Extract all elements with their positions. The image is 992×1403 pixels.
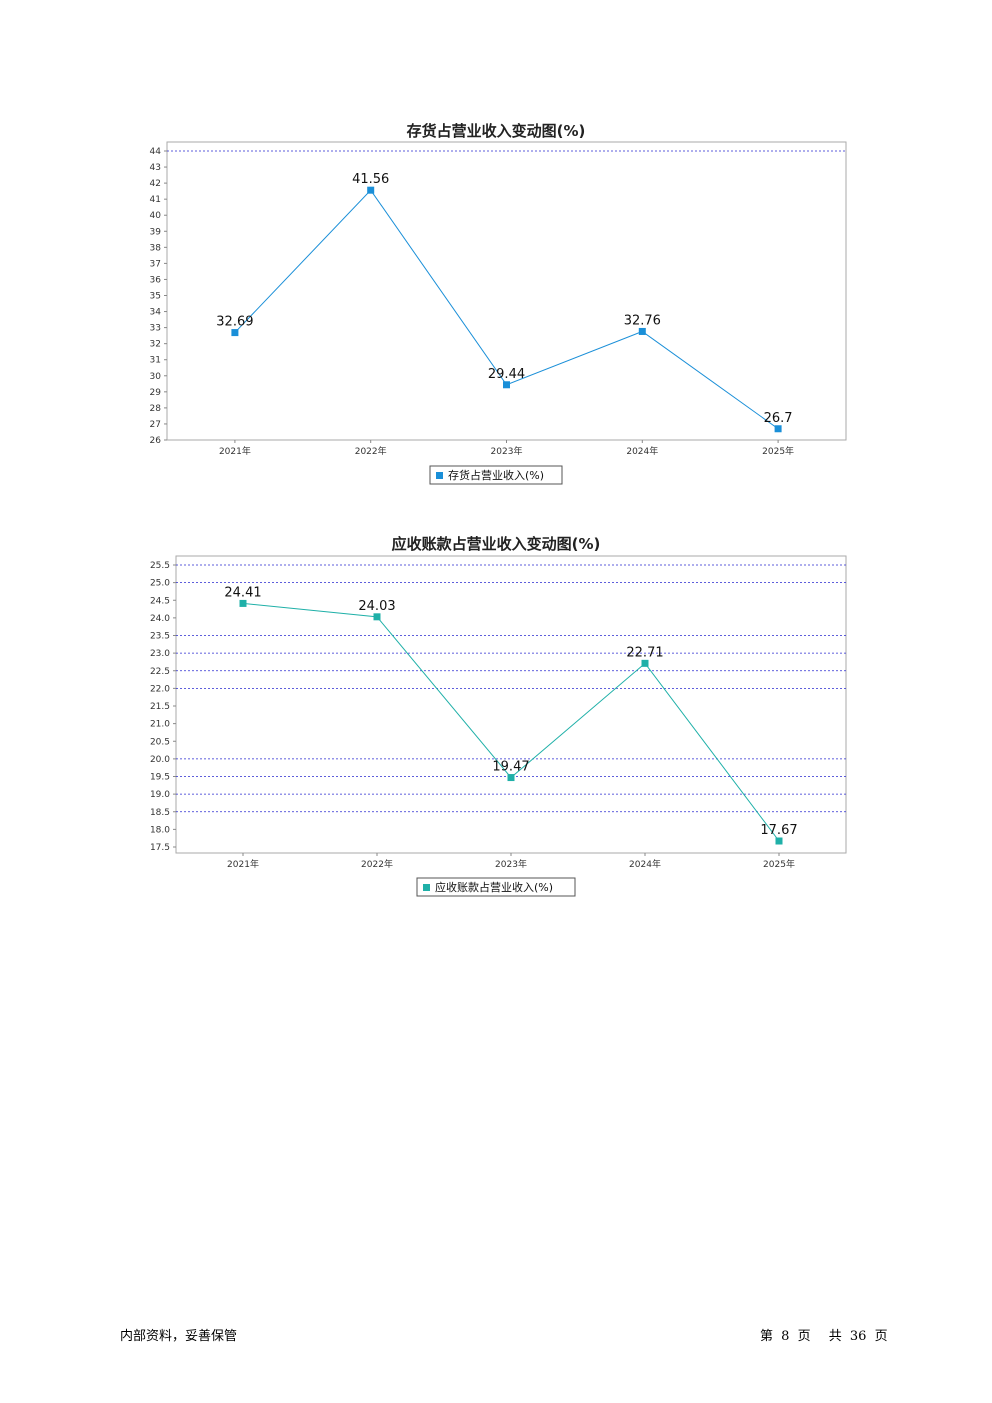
data-label: 32.76 — [624, 313, 661, 328]
x-tick-label: 2022年 — [355, 445, 387, 457]
total-label-prefix: 共 — [828, 1329, 842, 1344]
data-point — [367, 186, 375, 194]
x-tick-label: 2022年 — [361, 858, 393, 870]
y-tick-label: 23.0 — [150, 649, 170, 659]
y-tick-label: 18.5 — [150, 808, 170, 818]
y-tick-label: 36 — [150, 275, 162, 285]
data-point — [231, 329, 239, 337]
data-point — [239, 599, 247, 607]
data-point — [774, 425, 782, 433]
legend-box — [429, 465, 563, 485]
chart-1: 26 27 28 29 30 31 32 33 34 35 36 37 38 39 40 41 42 43 44 20… — [150, 141, 847, 485]
y-tick-label: 25.0 — [150, 579, 170, 589]
data-point — [641, 659, 649, 667]
data-label: 41.56 — [352, 172, 389, 187]
x-tick-label: 2025年 — [762, 445, 794, 457]
y-tick-label: 32 — [150, 340, 161, 350]
y-tick-label: 25.5 — [150, 561, 170, 571]
y-tick-label: 38 — [150, 243, 162, 253]
plot-area — [166, 141, 847, 441]
data-label: 19.47 — [492, 760, 529, 775]
total-pages: 36 — [849, 1329, 867, 1344]
legend-label: 应收账款占营业收入(%) — [435, 880, 553, 894]
total-label-suffix: 页 — [874, 1329, 888, 1344]
y-tick-label: 42 — [150, 179, 161, 189]
y-tick-label: 31 — [150, 356, 161, 366]
data-label: 17.67 — [760, 823, 797, 838]
y-tick-label: 34 — [150, 308, 162, 318]
y-tick-label: 22.5 — [150, 667, 170, 677]
x-tick-label: 2023年 — [495, 858, 527, 870]
footer-page-info: 第 8 页 共 36 页 — [760, 1325, 892, 1344]
x-tick-label: 2025年 — [763, 858, 795, 870]
x-tick-label: 2024年 — [626, 445, 658, 457]
data-label: 24.41 — [224, 585, 261, 600]
y-tick-label: 21.0 — [150, 720, 170, 730]
legend-marker — [423, 884, 430, 891]
y-tick-label: 41 — [150, 195, 161, 205]
y-tick-label: 20.5 — [150, 737, 170, 747]
data-label: 29.44 — [488, 367, 525, 382]
y-tick-label: 28 — [150, 404, 162, 414]
legend-box — [416, 877, 576, 897]
data-point — [775, 837, 783, 845]
data-point — [503, 381, 510, 389]
y-tick-label: 44 — [150, 147, 162, 157]
chart-title: 存货占营业收入变动图(%) — [406, 122, 586, 140]
page-label-prefix: 第 — [760, 1329, 774, 1344]
legend-label: 存货占营业收入(%) — [448, 468, 544, 482]
x-tick-label: 2021年 — [219, 445, 251, 457]
y-tick-label: 35 — [150, 292, 161, 302]
x-tick-label: 2024年 — [629, 858, 661, 870]
y-tick-label: 23.5 — [150, 632, 170, 642]
page-number: 8 — [781, 1329, 790, 1344]
y-tick-label: 29 — [150, 388, 162, 398]
y-tick-label: 17.5 — [150, 843, 170, 853]
chart-title: 应收账款占营业收入变动图(%) — [391, 535, 601, 553]
y-tick-label: 21.5 — [150, 702, 170, 712]
y-tick-label: 24.5 — [150, 596, 170, 606]
data-point — [638, 327, 646, 335]
x-tick-label: 2023年 — [491, 445, 523, 457]
y-tick-label: 37 — [150, 259, 161, 269]
data-label: 24.03 — [358, 599, 395, 614]
y-tick-label: 19.5 — [150, 773, 170, 783]
x-tick-label: 2021年 — [227, 858, 259, 870]
y-tick-label: 40 — [150, 211, 162, 221]
footer-confidential-note: 内部资料，妥善保管 — [120, 1329, 238, 1344]
y-tick-label: 43 — [150, 163, 161, 173]
data-label: 22.71 — [626, 645, 663, 660]
y-tick-label: 30 — [150, 372, 162, 382]
y-tick-label: 26 — [150, 436, 162, 446]
y-tick-label: 19.0 — [150, 790, 170, 800]
page-label-mid: 页 — [797, 1329, 811, 1344]
y-tick-label: 20.0 — [150, 755, 170, 765]
y-tick-label: 24.0 — [150, 614, 170, 624]
y-tick-label: 33 — [150, 324, 161, 334]
y-tick-label: 39 — [150, 227, 162, 237]
chart-2: 17.5 18.0 18.5 19.0 19.5 20.0 20.5 21.0 21.5 22.0… — [150, 555, 847, 897]
legend-marker — [436, 472, 443, 479]
y-tick-label: 18.0 — [150, 825, 170, 835]
data-point — [507, 774, 515, 782]
data-label: 26.7 — [764, 411, 793, 426]
data-label: 32.69 — [216, 315, 253, 330]
y-tick-label: 22.0 — [150, 684, 170, 694]
data-point — [373, 613, 381, 621]
plot-area — [175, 555, 847, 854]
y-tick-label: 27 — [150, 420, 161, 430]
